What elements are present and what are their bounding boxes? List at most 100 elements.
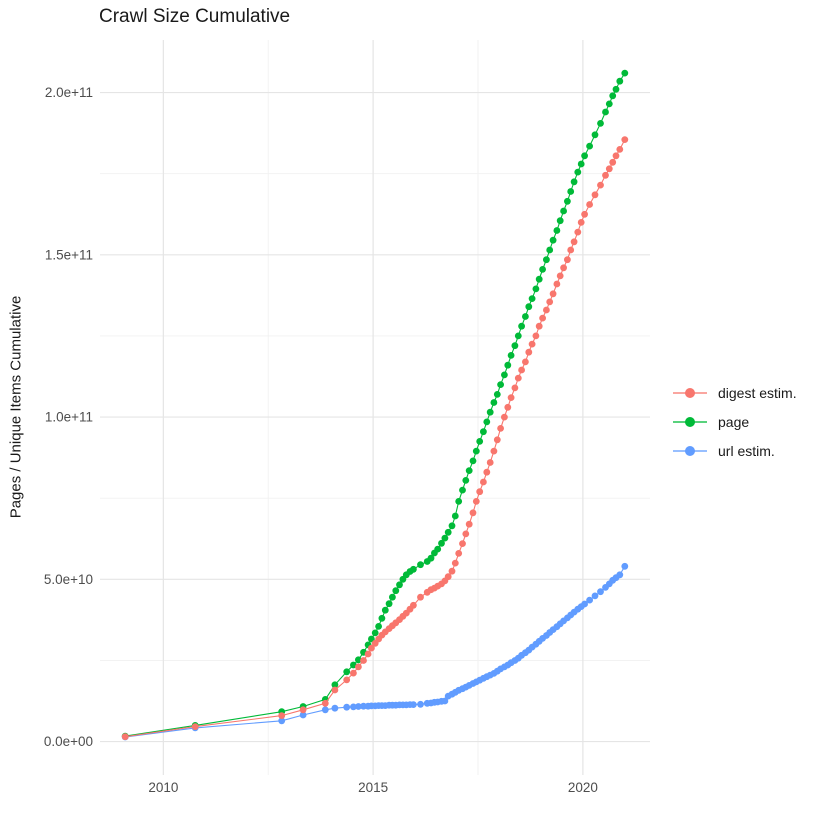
data-point-page xyxy=(438,539,445,547)
data-point-digest-estim xyxy=(567,246,575,254)
series-line-digest-estim xyxy=(125,139,626,738)
data-point-digest-estim xyxy=(560,264,567,272)
legend-item-label: digest estim. xyxy=(718,384,797,401)
data-point-page xyxy=(486,408,494,416)
data-point-digest-estim xyxy=(490,447,498,455)
data-point-url-estim xyxy=(278,717,286,725)
data-point-digest-estim xyxy=(278,712,286,719)
data-point-page xyxy=(434,545,442,553)
data-point-page xyxy=(586,142,593,150)
data-point-url-estim xyxy=(417,700,424,708)
data-point-page xyxy=(427,554,435,562)
data-point-digest-estim xyxy=(621,136,629,144)
x-tick-label: 2015 xyxy=(358,780,388,795)
data-point-digest-estim xyxy=(493,436,501,444)
data-point-page xyxy=(514,332,522,340)
data-point-page xyxy=(493,391,501,398)
data-point-url-estim xyxy=(355,703,362,710)
data-point-page xyxy=(507,352,515,359)
data-point-url-estim xyxy=(331,704,339,712)
data-point-page xyxy=(490,399,498,406)
data-point-page xyxy=(511,342,519,350)
data-point-page xyxy=(385,600,393,608)
data-point-page xyxy=(371,629,379,637)
data-point-digest-estim xyxy=(532,332,540,340)
data-point-url-estim xyxy=(343,703,351,711)
data-point-page xyxy=(564,197,571,205)
data-point-digest-estim xyxy=(543,306,550,314)
data-point-page xyxy=(381,606,389,614)
data-point-digest-estim xyxy=(553,280,561,288)
data-point-page xyxy=(451,512,459,520)
series-line-page xyxy=(125,72,626,737)
data-point-page xyxy=(518,322,525,330)
data-point-page xyxy=(417,561,424,569)
data-point-digest-estim xyxy=(483,468,491,476)
data-point-digest-estim xyxy=(355,663,362,671)
data-point-url-estim xyxy=(350,703,357,711)
data-point-digest-estim xyxy=(343,676,351,684)
data-point-digest-estim xyxy=(451,559,459,567)
legend-key-icon xyxy=(673,416,707,427)
data-point-page xyxy=(480,428,487,436)
data-point-page xyxy=(378,614,386,622)
data-point-url-estim xyxy=(616,571,624,579)
data-point-digest-estim xyxy=(539,314,546,322)
data-point-digest-estim xyxy=(299,706,307,714)
legend-item-url-estim: url estim. xyxy=(673,436,797,465)
data-point-page xyxy=(355,656,362,664)
legend-key-dot xyxy=(685,445,695,456)
data-point-url-estim xyxy=(581,600,588,608)
data-point-page xyxy=(462,477,470,484)
data-point-digest-estim xyxy=(486,459,494,466)
data-point-digest-estim xyxy=(459,540,466,547)
data-point-digest-estim xyxy=(465,520,473,528)
data-point-page xyxy=(597,120,604,127)
y-tick-label: 1.5e+11 xyxy=(45,247,93,262)
data-point-page xyxy=(525,303,533,311)
data-point-page xyxy=(331,681,339,689)
data-point-page xyxy=(560,207,567,215)
data-point-page xyxy=(621,69,629,77)
data-point-digest-estim xyxy=(556,272,564,280)
data-point-digest-estim xyxy=(462,530,470,538)
x-tick-label: 2010 xyxy=(148,780,178,795)
legend-key-dot xyxy=(685,416,695,427)
data-point-digest-estim xyxy=(546,298,554,306)
data-point-page xyxy=(535,275,543,283)
data-point-digest-estim xyxy=(455,550,463,557)
data-point-url-estim xyxy=(321,706,329,714)
data-point-digest-estim xyxy=(586,201,593,208)
y-tick-label: 5.0e+10 xyxy=(44,572,93,587)
data-point-url-estim xyxy=(591,592,599,600)
data-point-digest-estim xyxy=(609,158,617,166)
data-point-digest-estim xyxy=(472,498,480,505)
data-point-page xyxy=(459,486,466,494)
data-point-page xyxy=(455,498,463,505)
data-point-page xyxy=(567,188,575,195)
data-point-digest-estim xyxy=(591,191,599,199)
legend-item-label: page xyxy=(718,413,750,430)
data-point-digest-estim xyxy=(501,413,508,421)
data-point-page xyxy=(448,522,456,530)
data-point-digest-estim xyxy=(448,567,456,575)
data-point-digest-estim xyxy=(518,366,525,374)
data-point-page xyxy=(375,623,382,630)
data-point-digest-estim xyxy=(476,488,484,496)
data-point-digest-estim xyxy=(410,601,417,609)
data-point-page xyxy=(602,108,609,116)
data-point-page xyxy=(609,92,617,100)
data-point-digest-estim xyxy=(570,238,578,246)
data-point-page xyxy=(343,668,351,676)
data-point-url-estim xyxy=(410,701,417,708)
data-point-digest-estim xyxy=(605,165,613,173)
data-point-digest-estim xyxy=(577,219,585,226)
data-point-digest-estim xyxy=(564,256,571,264)
data-point-digest-estim xyxy=(528,340,536,348)
data-point-digest-estim xyxy=(469,509,477,517)
data-point-digest-estim xyxy=(417,593,424,601)
legend-key-dot xyxy=(685,387,695,398)
data-point-digest-estim xyxy=(602,171,609,179)
series-line-url-estim xyxy=(125,566,626,738)
data-point-digest-estim xyxy=(581,210,588,218)
